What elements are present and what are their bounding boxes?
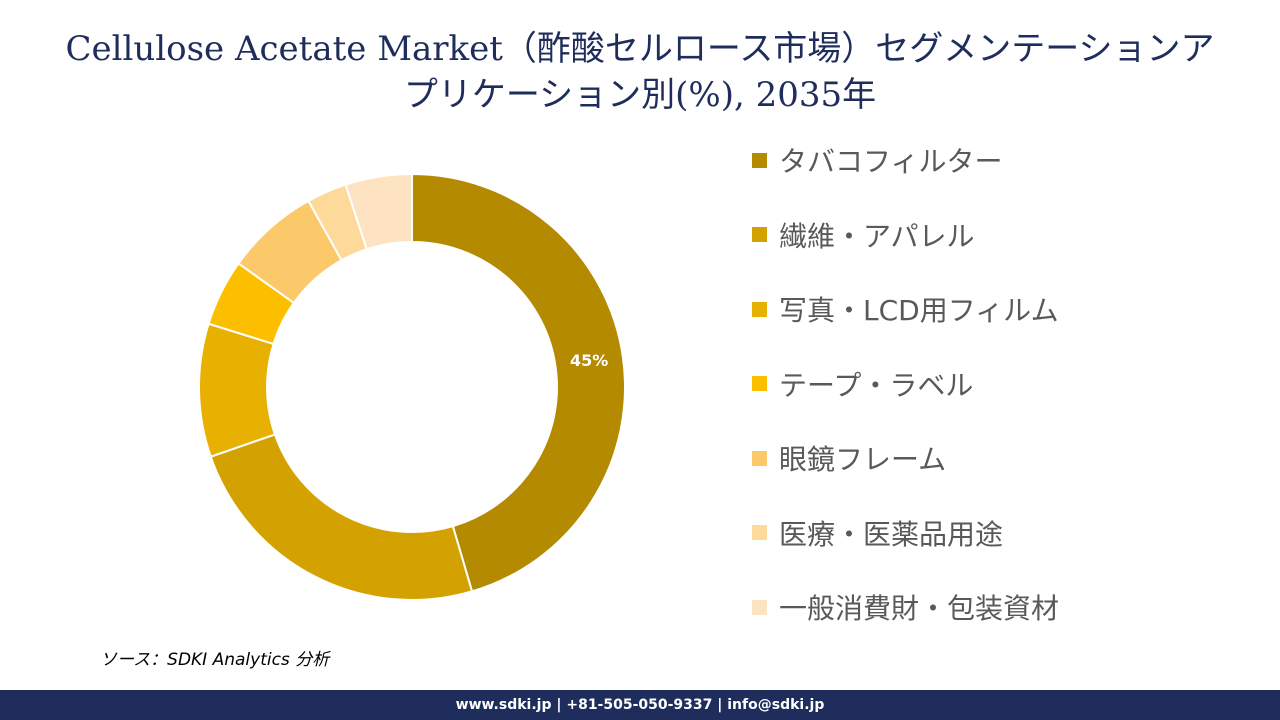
legend-label: 一般消費財・包装資材	[779, 592, 1060, 625]
legend-swatch	[752, 599, 767, 615]
legend-item-6: 医療・医薬品用途	[752, 513, 1003, 553]
chart-title-line-2: プリケーション別(%), 2035年	[403, 75, 877, 115]
donut-slice-1	[411, 172, 626, 593]
legend-item-2: 繊維・アパレル	[752, 215, 974, 255]
legend-label: 眼鏡フレーム	[779, 443, 947, 476]
legend-label: 写真・LCD用フィルム	[779, 294, 1059, 327]
donut-slice-2	[209, 433, 474, 601]
legend-swatch	[752, 227, 767, 242]
legend-swatch	[752, 376, 767, 391]
legend-item-1: タバコフィルター	[752, 140, 1002, 180]
legend-item-4: テープ・ラベル	[752, 364, 973, 404]
donut-slice-3	[198, 322, 277, 458]
legend-label: タバコフィルター	[779, 145, 1003, 178]
legend-label: 繊維・アパレル	[779, 219, 975, 253]
legend-swatch	[752, 525, 767, 540]
chart-title-line-1: Cellulose Acetate Market（酢酸セルロース市場）セグメンテ…	[65, 29, 1215, 69]
footer-bar: www.sdki.jp | +81-505-050-9337 | info@sd…	[0, 690, 1280, 720]
legend-item-7: 一般消費財・包装資材	[752, 587, 1059, 627]
legend-label: 医療・医薬品用途	[779, 517, 1004, 551]
legend-item-3: 写真・LCD用フィルム	[752, 289, 1059, 329]
legend-swatch	[752, 152, 767, 168]
legend-swatch	[752, 450, 767, 466]
donut-chart: 45%	[198, 172, 626, 601]
source-note: ソース：SDKI Analytics 分析	[100, 650, 330, 670]
donut-slice-7	[344, 172, 413, 251]
legend-swatch	[752, 301, 767, 317]
donut-data-label-1: 45%	[570, 351, 608, 370]
legend-label: テープ・ラベル	[779, 368, 974, 402]
chart-title: Cellulose Acetate Market（酢酸セルロース市場）セグメンテ…	[0, 26, 1280, 118]
legend-item-5: 眼鏡フレーム	[752, 438, 946, 478]
